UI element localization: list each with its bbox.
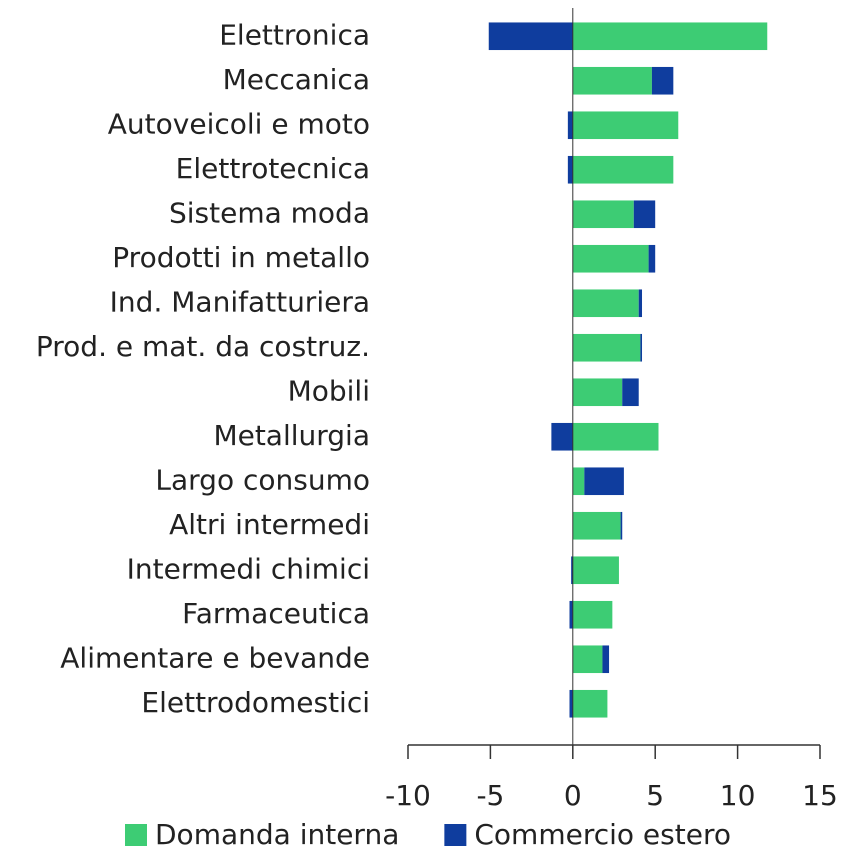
category-label: Largo consumo — [155, 463, 370, 496]
category-label: Mobili — [288, 374, 370, 407]
bar — [488, 22, 573, 51]
category-label: Autoveicoli e moto — [108, 107, 370, 140]
category-label: Elettronica — [219, 18, 370, 51]
category-label: Intermedi chimici — [127, 552, 370, 585]
bar — [572, 689, 608, 718]
category-label: Elettrodomestici — [141, 686, 370, 719]
bar — [602, 645, 610, 674]
bar — [622, 378, 639, 407]
bar — [651, 66, 674, 95]
bar — [572, 22, 768, 51]
bar — [572, 289, 639, 318]
bar — [620, 511, 623, 540]
bar — [572, 200, 634, 229]
legend-swatch — [125, 824, 147, 846]
category-label: Sistema moda — [169, 196, 370, 229]
category-label: Prodotti in metallo — [112, 241, 370, 274]
category-label: Farmaceutica — [182, 597, 370, 630]
bar — [572, 378, 623, 407]
category-label: Meccanica — [223, 63, 370, 96]
category-label: Elettrotecnica — [176, 152, 370, 185]
bar — [638, 289, 643, 318]
bar — [572, 645, 603, 674]
bar — [648, 244, 656, 273]
legend-swatch — [444, 824, 467, 846]
bar — [572, 422, 659, 451]
x-tick-label: 5 — [646, 779, 664, 812]
category-label: Prod. e mat. da costruz. — [36, 330, 370, 363]
bar — [569, 600, 573, 629]
category-label: Altri intermedi — [169, 508, 370, 541]
bar — [572, 111, 679, 140]
x-tick-label: -10 — [385, 779, 431, 812]
bar — [572, 556, 619, 585]
bar — [551, 422, 573, 451]
category-label: Metallurgia — [213, 419, 370, 452]
bar — [567, 111, 573, 140]
bar — [572, 155, 674, 184]
x-tick-label: 10 — [720, 779, 756, 812]
legend-label: Domanda interna — [155, 818, 399, 851]
bar — [572, 333, 641, 362]
bar — [572, 66, 652, 95]
bar — [571, 556, 573, 585]
category-label: Alimentare e bevande — [60, 641, 370, 674]
category-label: Ind. Manifatturiera — [110, 285, 370, 318]
bar — [584, 467, 624, 496]
bar — [572, 467, 585, 496]
bar — [569, 689, 573, 718]
bar — [572, 511, 621, 540]
x-tick-label: 0 — [564, 779, 582, 812]
bar — [567, 155, 573, 184]
bar — [572, 600, 613, 629]
bar — [640, 333, 643, 362]
x-tick-label: 15 — [802, 779, 838, 812]
x-tick-label: -5 — [476, 779, 504, 812]
bar — [572, 244, 649, 273]
legend-label: Commercio estero — [474, 818, 731, 851]
bar — [633, 200, 656, 229]
